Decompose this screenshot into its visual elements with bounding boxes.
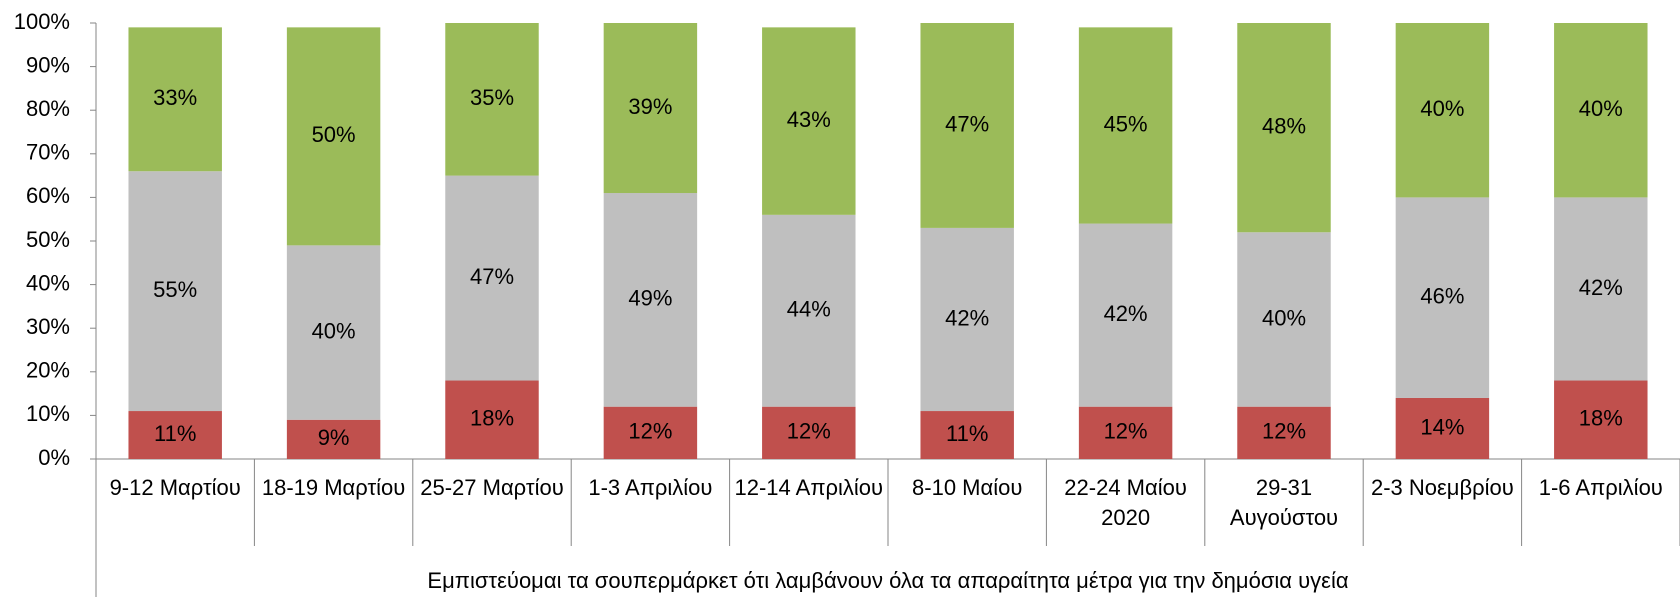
bar-segment (1395, 197, 1490, 398)
data-label: 50% (312, 122, 356, 147)
data-label: 18% (470, 406, 514, 431)
x-tick-label: 25-27 Μαρτίου (420, 475, 564, 500)
x-tick-label: 18-19 Μαρτίου (261, 475, 406, 500)
y-tick-label: 90% (26, 52, 70, 77)
x-tick-label: 8-10 Μαίου (912, 475, 1023, 500)
x-axis-title: Εμπιστεύομαι τα σουπερμάρκετ ότι λαμβάνο… (427, 568, 1348, 593)
data-label: 12% (1104, 419, 1148, 444)
bar-segment (286, 27, 381, 246)
data-label: 39% (628, 94, 672, 119)
bar-segment (603, 193, 698, 407)
data-label: 33% (153, 85, 197, 110)
bar-segment (286, 419, 381, 459)
data-label: 42% (1579, 275, 1623, 300)
bar-segment (445, 380, 539, 459)
data-label: 49% (628, 286, 672, 311)
bar-segment (920, 411, 1014, 459)
bar-segment (1078, 223, 1173, 407)
data-label: 40% (1420, 96, 1464, 121)
y-tick-label: 10% (26, 401, 70, 426)
data-label: 40% (312, 318, 356, 343)
y-tick-label: 80% (26, 96, 70, 121)
data-label: 42% (1104, 301, 1148, 326)
data-label: 40% (1262, 305, 1306, 330)
bar-segment (1078, 406, 1173, 459)
y-tick-label: 30% (26, 314, 70, 339)
bar-segment (920, 227, 1014, 412)
x-tick-label: 12-14 Απριλίου (734, 475, 884, 500)
data-label: 12% (787, 419, 831, 444)
x-tick-label: 22-24 Μαίου 2020 (1064, 475, 1187, 530)
x-tick-label: 29-31 Αυγούστου (1229, 475, 1339, 530)
data-label: 11% (946, 421, 988, 446)
y-tick-label: 70% (26, 140, 70, 165)
bar-segment (762, 406, 856, 459)
x-tick-label: 1-3 Απριλίου (588, 475, 713, 500)
y-tick-label: 50% (26, 227, 70, 252)
bar-segment (1554, 380, 1648, 459)
data-label: 44% (787, 297, 831, 322)
bar-segment (920, 23, 1014, 228)
bar-segment (1237, 406, 1331, 459)
bar-segment (128, 27, 222, 172)
bar-segment (603, 23, 698, 194)
bar-segment (1395, 23, 1490, 198)
data-label: 12% (1262, 419, 1306, 444)
data-label: 18% (1579, 406, 1623, 431)
bar-segment (286, 245, 381, 420)
y-tick-label: 20% (26, 358, 70, 383)
bar-segment (1078, 27, 1173, 224)
y-tick-label: 0% (38, 445, 70, 470)
data-label: 43% (787, 107, 831, 132)
y-tick-label: 100% (14, 9, 70, 34)
bar-segment (1395, 397, 1490, 459)
bar-segment (762, 27, 856, 215)
data-label: 9% (318, 425, 350, 450)
data-label: 47% (945, 111, 989, 136)
x-tick-label: 1-6 Απριλίου (1538, 475, 1663, 500)
bar-segment (128, 411, 222, 459)
data-label: 35% (470, 85, 514, 110)
bar-segment (445, 23, 539, 176)
data-label: 11% (154, 421, 196, 446)
y-tick-label: 40% (26, 270, 70, 295)
y-tick-label: 60% (26, 183, 70, 208)
data-label: 42% (945, 305, 989, 330)
bar-segment (128, 171, 222, 412)
data-label: 48% (1262, 113, 1306, 138)
data-label: 46% (1420, 283, 1464, 308)
data-label: 55% (153, 277, 197, 302)
data-label: 40% (1579, 96, 1623, 121)
bar-segment (1237, 232, 1331, 407)
bar-segment (1554, 197, 1648, 381)
data-label: 14% (1420, 414, 1464, 439)
data-label: 12% (628, 419, 672, 444)
bar-segment (762, 214, 856, 407)
bar-segment (603, 406, 698, 459)
bar-segment (1554, 23, 1648, 198)
bar-segment (1237, 23, 1331, 233)
bar-segment (445, 175, 539, 381)
data-label: 47% (470, 264, 514, 289)
data-label: 45% (1104, 111, 1148, 136)
x-tick-label: 9-12 Μαρτίου (109, 475, 241, 500)
x-tick-label: 2-3 Νοεμβρίου (1370, 475, 1514, 500)
